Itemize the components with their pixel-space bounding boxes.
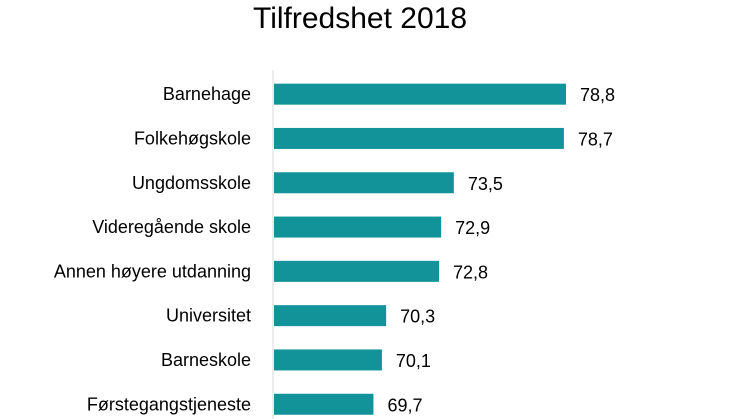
data-label: 72,8 xyxy=(453,262,488,282)
bar-4 xyxy=(274,216,442,238)
data-label: 69,7 xyxy=(387,395,422,415)
chart-title: Tilfredshet 2018 xyxy=(252,2,467,35)
bar-6 xyxy=(274,305,387,327)
category-label: Universitet xyxy=(166,306,251,326)
category-label: Folkehøgskole xyxy=(134,128,251,148)
category-label: Barneskole xyxy=(161,350,251,370)
category-label: Førstegangstjeneste xyxy=(87,394,251,414)
data-label: 70,1 xyxy=(396,351,431,371)
data-label: 78,7 xyxy=(578,129,613,149)
bar-3 xyxy=(274,172,454,194)
data-label: 70,3 xyxy=(400,307,435,327)
data-label: 78,8 xyxy=(580,85,615,105)
data-label: 73,5 xyxy=(468,174,503,194)
bar-8 xyxy=(274,393,374,415)
category-label: Videregående skole xyxy=(92,217,251,237)
category-label: Ungdomsskole xyxy=(132,173,251,193)
bar-2 xyxy=(274,127,564,149)
bar-1 xyxy=(274,83,566,105)
data-label: 72,9 xyxy=(455,218,490,238)
bar-7 xyxy=(274,349,382,371)
bar-5 xyxy=(274,260,440,282)
category-label: Annen høyere utdanning xyxy=(54,261,251,281)
category-label: Barnehage xyxy=(163,84,251,104)
